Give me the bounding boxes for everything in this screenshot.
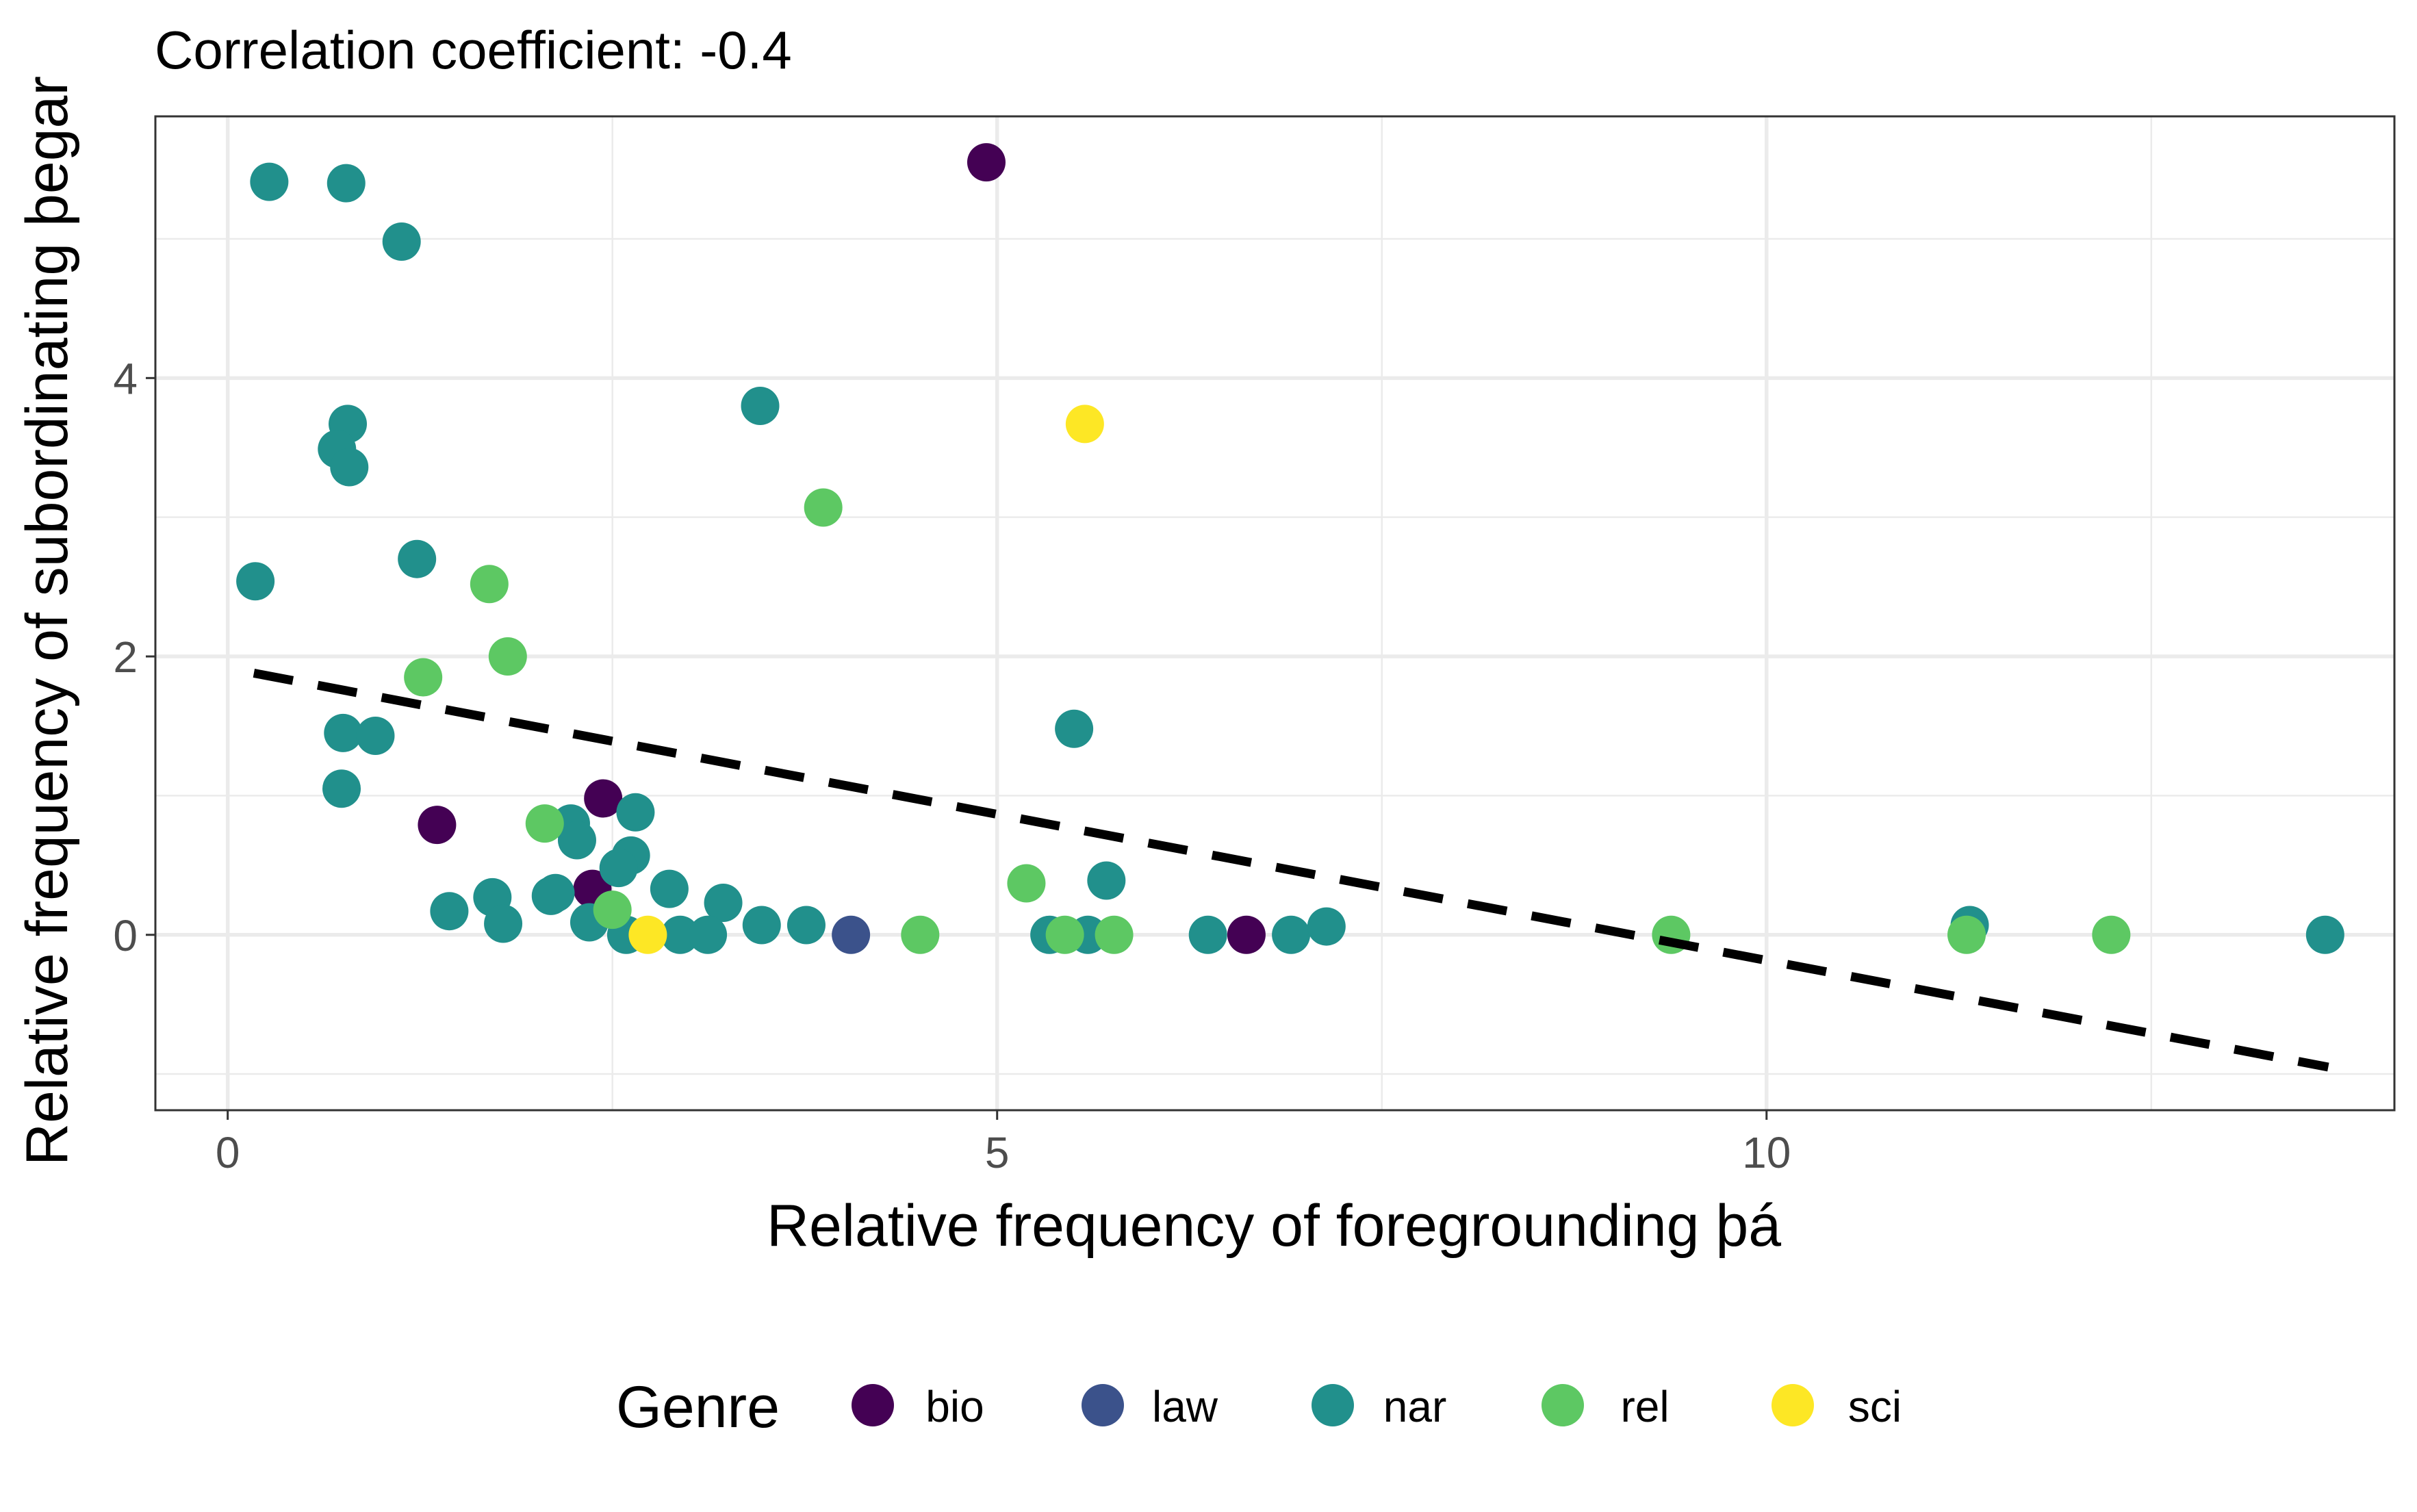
data-point-nar: [382, 222, 421, 261]
data-point-nar: [599, 849, 638, 888]
data-point-nar: [650, 869, 689, 908]
data-point-bio: [1227, 915, 1266, 954]
legend-label-nar: nar: [1383, 1382, 1447, 1431]
x-tick-label: 0: [216, 1128, 240, 1177]
data-point-rel: [404, 658, 443, 697]
legend-key-bio: [852, 1384, 894, 1426]
legend-label-sci: sci: [1848, 1382, 1902, 1431]
legend-label-rel: rel: [1620, 1382, 1669, 1431]
data-point-rel: [901, 915, 940, 954]
y-tick-label: 4: [113, 354, 138, 403]
y-axis-label: Relative frequency of subordinating þega…: [14, 76, 80, 1166]
data-point-nar: [742, 906, 781, 945]
data-point-nar: [741, 386, 780, 425]
data-point-nar: [484, 904, 523, 943]
data-point-rel: [525, 804, 564, 843]
data-point-rel: [1045, 915, 1084, 954]
legend-key-rel: [1542, 1384, 1584, 1426]
data-point-nar: [398, 539, 437, 578]
y-axis: 0 2 4: [113, 354, 155, 960]
data-point-rel: [1947, 915, 1986, 954]
data-point-nar: [250, 162, 289, 201]
data-point-nar: [322, 769, 361, 808]
chart-title: Correlation coefficient: -0.4: [155, 20, 792, 80]
data-point-nar: [536, 873, 575, 912]
legend-label-bio: bio: [925, 1382, 984, 1431]
trend-line: [253, 669, 2329, 1072]
data-point-nar: [689, 915, 728, 954]
data-point-nar: [327, 164, 366, 203]
data-point-rel: [804, 488, 843, 527]
data-point-law: [832, 915, 871, 954]
data-point-rel: [1095, 915, 1134, 954]
data-point-nar: [430, 892, 469, 931]
data-point-nar: [661, 915, 700, 954]
data-point-rel: [593, 890, 632, 930]
data-point-nar: [787, 906, 826, 945]
x-tick-label: 10: [1742, 1128, 1791, 1177]
data-point-nar: [356, 716, 395, 755]
data-point-bio: [418, 806, 457, 845]
data-point-rel: [2092, 915, 2131, 954]
data-point-nar: [1307, 907, 1346, 946]
data-point-nar: [330, 448, 369, 487]
grid-minor: [155, 116, 2394, 1110]
data-point-nar: [557, 821, 596, 860]
data-point-nar: [236, 562, 275, 601]
data-point-nar: [1272, 915, 1311, 954]
legend-key-nar: [1312, 1384, 1354, 1426]
data-point-nar: [1055, 709, 1094, 748]
data-point-sci: [628, 915, 667, 954]
x-tick-label: 5: [985, 1128, 1010, 1177]
data-point-rel: [488, 637, 527, 676]
legend-label-law: law: [1152, 1382, 1218, 1431]
legend-key-law: [1082, 1384, 1124, 1426]
legend-key-sci: [1772, 1384, 1814, 1426]
plot-panel: [154, 115, 2396, 1112]
data-point-nar: [2305, 915, 2344, 954]
data-point-bio: [967, 143, 1006, 182]
x-axis-label: Relative frequency of foregrounding þá: [767, 1193, 1781, 1259]
data-point-bio: [584, 779, 623, 818]
data-point-rel: [470, 565, 509, 604]
panel-border: [154, 115, 2396, 1112]
data-point-nar: [704, 883, 743, 922]
legend-title: Genre: [616, 1374, 780, 1440]
data-point-sci: [1065, 405, 1104, 444]
data-point-nar: [1188, 915, 1227, 954]
y-tick-label: 2: [113, 632, 138, 682]
legend: Genre bio law nar rel sci: [616, 1374, 1902, 1440]
data-point-nar: [324, 713, 363, 752]
grid-major: [155, 116, 2394, 1110]
y-tick-label: 0: [113, 911, 138, 960]
data-points: [236, 143, 2344, 954]
data-point-nar: [616, 793, 655, 832]
data-point-rel: [1007, 864, 1046, 903]
legend-items: bio law nar rel sci: [852, 1382, 1902, 1431]
x-axis: 0 5 10: [216, 1110, 1791, 1177]
data-point-nar: [1087, 861, 1126, 900]
